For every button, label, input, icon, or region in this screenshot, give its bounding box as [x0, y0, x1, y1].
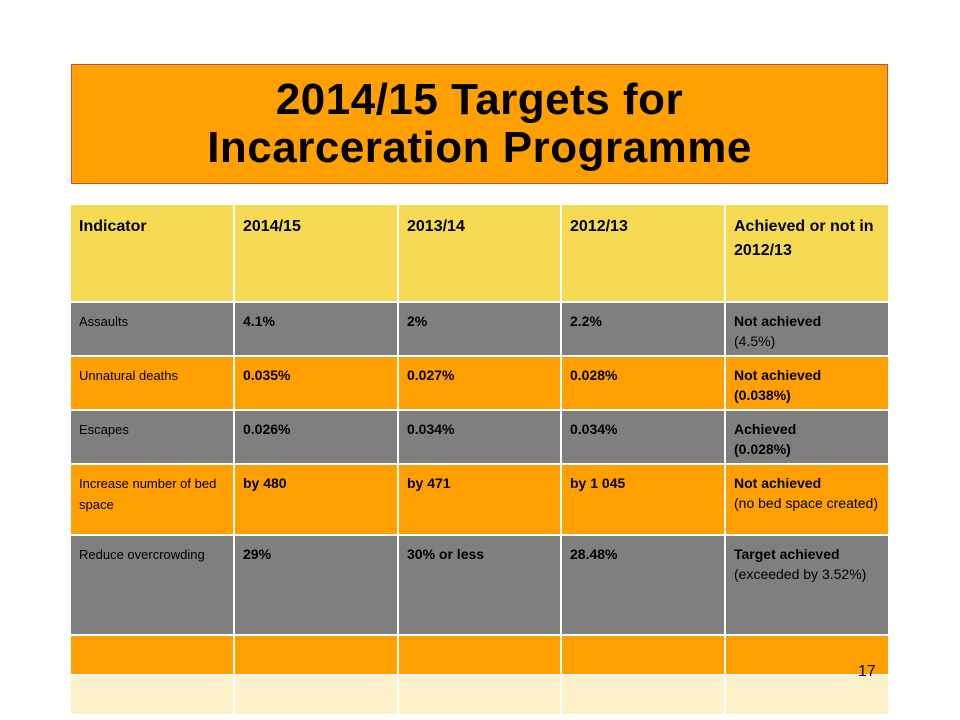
value-2012-13: 2.2%	[561, 302, 726, 357]
indicator-cell: Escapes	[71, 410, 235, 465]
empty-cell	[725, 635, 888, 676]
empty-cell	[561, 675, 726, 716]
achieved-cell: Not achieved (0.038%)	[725, 356, 888, 411]
value-2013-14: 2%	[398, 302, 562, 357]
value-2014-15: 0.026%	[234, 410, 399, 465]
empty-cell	[398, 675, 562, 716]
indicator-cell: Assaults	[71, 302, 235, 357]
empty-cell	[71, 635, 235, 676]
empty-cell	[234, 675, 399, 716]
table-row: Increase number of bed space by 480 by 4…	[71, 464, 888, 536]
slide-title: 2014/15 Targets for Incarceration Progra…	[71, 64, 888, 184]
value-2014-15: 4.1%	[234, 302, 399, 357]
achieved-cell: Achieved (0.028%)	[725, 410, 888, 465]
achieved-detail: (4.5%)	[734, 333, 776, 349]
value-2014-15: by 480	[234, 464, 399, 536]
empty-table-row	[71, 635, 888, 676]
achieved-cell: Not achieved (4.5%)	[725, 302, 888, 357]
header-2013-14: 2013/14	[398, 205, 562, 303]
header-achieved: Achieved or not in 2012/13	[725, 205, 888, 303]
achieved-cell: Target achieved (exceeded by 3.52%)	[725, 535, 888, 636]
header-2014-15: 2014/15	[234, 205, 399, 303]
value-2013-14: 0.034%	[398, 410, 562, 465]
title-line-1: 2014/15 Targets for	[275, 75, 684, 124]
achieved-status: Not achieved	[734, 475, 822, 491]
title-line-2: Incarceration Programme	[207, 123, 752, 172]
achieved-status: Not achieved	[734, 313, 822, 329]
value-2013-14: 0.027%	[398, 356, 562, 411]
value-2012-13: 0.028%	[561, 356, 726, 411]
achieved-detail: (0.028%)	[734, 441, 791, 457]
value-2014-15: 29%	[234, 535, 399, 636]
achieved-detail: (no bed space created)	[734, 495, 878, 511]
value-2013-14: 30% or less	[398, 535, 562, 636]
value-2014-15: 0.035%	[234, 356, 399, 411]
achieved-status: Achieved	[734, 421, 797, 437]
value-2012-13: by 1 045	[561, 464, 726, 536]
header-2012-13: 2012/13	[561, 205, 726, 303]
header-indicator: Indicator	[71, 205, 235, 303]
targets-table: Indicator 2014/15 2013/14 2012/13 Achiev…	[71, 205, 888, 716]
achieved-detail: (exceeded by 3.52%)	[734, 566, 867, 582]
empty-cell	[725, 675, 888, 716]
empty-cell	[71, 675, 235, 716]
empty-cell	[398, 635, 562, 676]
table-row: Assaults 4.1% 2% 2.2% Not achieved (4.5%)	[71, 302, 888, 357]
page-number: 17	[858, 663, 876, 680]
indicator-cell: Increase number of bed space	[71, 464, 235, 536]
indicator-cell: Reduce overcrowding	[71, 535, 235, 636]
table-row: Unnatural deaths 0.035% 0.027% 0.028% No…	[71, 356, 888, 411]
empty-table-row	[71, 675, 888, 716]
empty-cell	[234, 635, 399, 676]
table-row: Escapes 0.026% 0.034% 0.034% Achieved (0.…	[71, 410, 888, 465]
achieved-detail: (0.038%)	[734, 387, 791, 403]
table-row: Reduce overcrowding 29% 30% or less 28.4…	[71, 535, 888, 636]
table-header-row: Indicator 2014/15 2013/14 2012/13 Achiev…	[71, 205, 888, 303]
achieved-status: Target achieved	[734, 546, 840, 562]
value-2012-13: 28.48%	[561, 535, 726, 636]
value-2012-13: 0.034%	[561, 410, 726, 465]
empty-cell	[561, 635, 726, 676]
value-2013-14: by 471	[398, 464, 562, 536]
indicator-cell: Unnatural deaths	[71, 356, 235, 411]
achieved-status: Not achieved	[734, 367, 822, 383]
achieved-cell: Not achieved (no bed space created)	[725, 464, 888, 536]
